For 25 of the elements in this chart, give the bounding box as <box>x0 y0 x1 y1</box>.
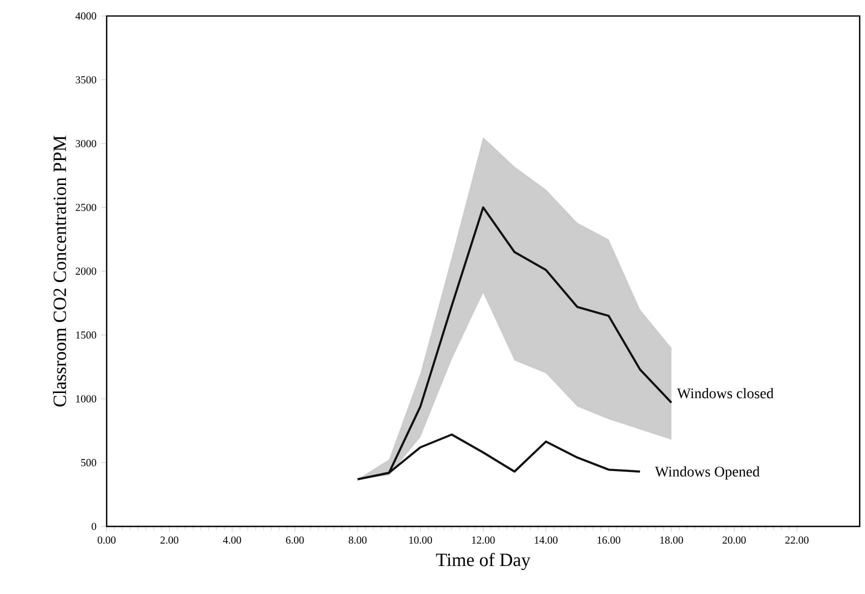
x-tick-label: 12.00 <box>472 536 495 544</box>
y-tick-label: 1500 <box>76 331 96 338</box>
series-label: Windows Opened <box>654 466 760 480</box>
x-tick-label: 20.00 <box>722 536 746 544</box>
x-tick-label: 6.00 <box>286 536 304 544</box>
x-tick-label: 14.00 <box>534 536 558 544</box>
x-tick-label: 4.00 <box>223 536 242 544</box>
y-tick-label: 1000 <box>76 395 96 402</box>
y-tick-label: 2000 <box>76 267 96 275</box>
x-tick-label: 0.00 <box>98 536 116 544</box>
y-tick-label: 4000 <box>75 12 96 20</box>
y-tick-label: 0 <box>92 522 96 530</box>
y-tick-label: 2500 <box>76 204 96 211</box>
x-axis-title: Time of Day <box>436 552 530 570</box>
x-tick-label: 16.00 <box>598 536 620 544</box>
x-tick-label: 18.00 <box>660 536 684 544</box>
x-tick-label: 10.00 <box>409 536 432 544</box>
x-tick-label: 22.00 <box>785 536 809 544</box>
x-tick-label: 2.00 <box>160 536 178 544</box>
y-axis-title: Classroom CO2 Concentration PPM <box>52 136 66 406</box>
y-tick-label: 3500 <box>76 76 96 84</box>
y-tick-label: 3000 <box>76 140 96 147</box>
series-label: Windows closed <box>677 388 774 398</box>
x-tick-label: 8.00 <box>348 536 367 544</box>
y-tick-label: 500 <box>81 458 96 466</box>
